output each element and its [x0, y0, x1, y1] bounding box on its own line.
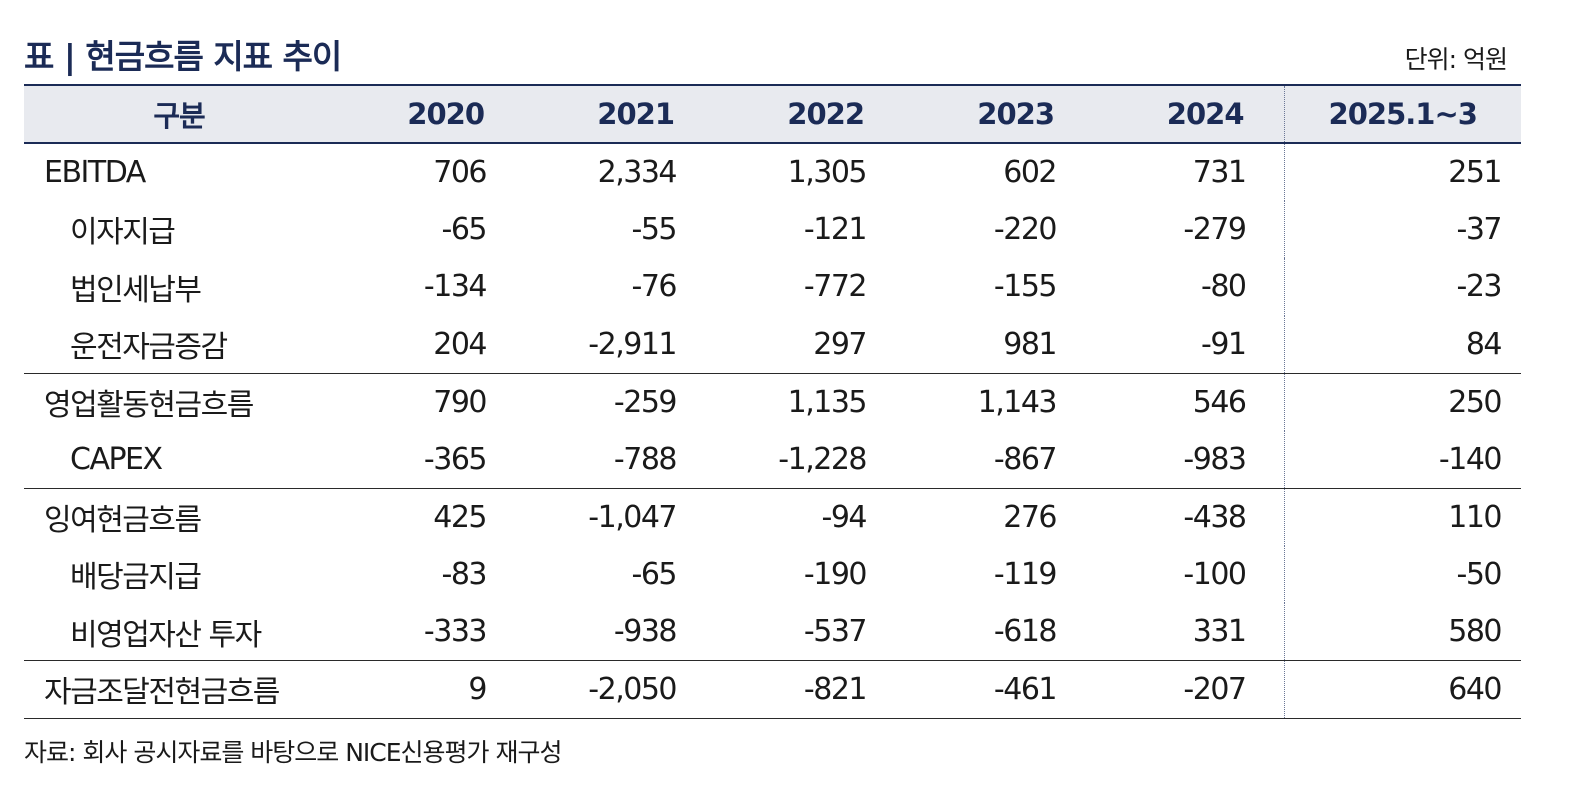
table-cell: -37: [1283, 200, 1521, 258]
row-label: EBITDA: [44, 154, 146, 190]
header-period: 2025.1~3: [1283, 84, 1521, 144]
table-cell: 731: [1192, 154, 1247, 190]
table-cell: -279: [1183, 211, 1247, 247]
table-cell: -140: [1283, 430, 1521, 489]
row-label: 잉여현금흐름: [44, 503, 202, 538]
row-label: 운전자금증감: [24, 315, 334, 374]
header-year: 2023: [904, 84, 1094, 144]
table-cell: -259: [613, 384, 678, 420]
header-year: 2024: [1094, 84, 1284, 144]
table-cell: 331: [1094, 603, 1284, 661]
table-cell: -76: [631, 269, 678, 305]
table-cell: -461: [904, 660, 1094, 719]
unit-label: 단위: 억원: [1404, 45, 1508, 74]
table-row: 영업활동현금흐름 790 -259 1,135 1,143 546 250: [24, 373, 1521, 431]
table-cell: 790: [433, 384, 487, 420]
table-cell: -938: [524, 603, 714, 661]
table-cell: -100: [1183, 556, 1247, 592]
table-cell: -80: [1201, 269, 1247, 305]
table-cell: -91: [1094, 315, 1284, 374]
table-cell: -618: [904, 603, 1094, 661]
table-cell: 9: [334, 660, 524, 719]
table-cell: 2,334: [597, 154, 678, 190]
table-cell: -119: [993, 556, 1058, 592]
table-cell: -537: [714, 603, 904, 661]
table-row: 이자지급 -65 -55 -121 -220 -279 -37: [24, 200, 1521, 258]
header-year: 2021: [524, 84, 714, 144]
table-cell: 1,143: [977, 384, 1058, 420]
table-row: CAPEX -365 -788 -1,228 -867 -983 -140: [24, 430, 1521, 489]
table-cell: -788: [524, 430, 714, 489]
table-cell: -55: [631, 211, 678, 247]
table-cell: -190: [803, 556, 868, 592]
table-cell: -83: [441, 556, 488, 592]
row-label: 자금조달전현금흐름: [24, 660, 334, 719]
cashflow-table: 구분 2020 2021 2022 2023 2024 2025.1~3 EBI…: [24, 84, 1521, 719]
table-cell: -23: [1283, 258, 1521, 316]
table-cell: -438: [1183, 499, 1247, 535]
table-row: 비영업자산 투자 -333 -938 -537 -618 331 580: [24, 603, 1521, 661]
table-cell: 276: [1003, 499, 1057, 535]
header-year: 2022: [714, 84, 904, 144]
table-cell: -94: [821, 499, 868, 535]
title-bar: 표 | 현금흐름 지표 추이 단위: 억원: [24, 30, 1521, 78]
table-cell: -121: [803, 211, 868, 247]
table-row: EBITDA 706 2,334 1,305 602 731 251: [24, 143, 1521, 201]
header-category: 구분: [24, 84, 334, 144]
row-label: CAPEX: [24, 430, 334, 489]
table-cell: 250: [1283, 373, 1521, 431]
table-cell: -2,050: [524, 660, 714, 719]
table-cell: -333: [334, 603, 524, 661]
table-cell: -365: [334, 430, 524, 489]
table-cell: 706: [433, 154, 487, 190]
table-cell: 546: [1192, 384, 1247, 420]
table-cell: 204: [334, 315, 524, 374]
table-cell: 297: [714, 315, 904, 374]
table-row: 잉여현금흐름 425 -1,047 -94 276 -438 110: [24, 488, 1521, 546]
table-cell: 640: [1283, 660, 1521, 719]
table-title: 표 | 현금흐름 지표 추이: [24, 37, 342, 76]
table-cell: -50: [1283, 545, 1521, 603]
table-row: 배당금지급 -83 -65 -190 -119 -100 -50: [24, 545, 1521, 603]
table-cell: -134: [423, 269, 488, 305]
table-cell: -983: [1094, 430, 1284, 489]
table-cell: -207: [1094, 660, 1284, 719]
table-cell: -1,047: [588, 499, 677, 535]
table-cell: -867: [904, 430, 1094, 489]
table-row: 자금조달전현금흐름 9 -2,050 -821 -461 -207 640: [24, 660, 1521, 719]
row-label: 법인세납부: [70, 272, 202, 308]
table-cell: -155: [993, 269, 1058, 305]
table-cell: -772: [803, 269, 868, 305]
table-cell: -65: [441, 211, 488, 247]
table-cell: 251: [1283, 143, 1521, 201]
table-cell: -2,911: [524, 315, 714, 374]
table-row: 법인세납부 -134 -76 -772 -155 -80 -23: [24, 258, 1521, 316]
table-cell: -821: [714, 660, 904, 719]
table-cell: 425: [433, 499, 487, 535]
table-cell: -220: [993, 211, 1058, 247]
table-cell: -65: [631, 556, 678, 592]
row-label: 배당금지급: [70, 560, 202, 596]
row-label: 이자지급: [70, 215, 176, 251]
table-cell: 110: [1283, 488, 1521, 546]
table-header-row: 구분 2020 2021 2022 2023 2024 2025.1~3: [24, 84, 1521, 144]
table-row: 운전자금증감 204 -2,911 297 981 -91 84: [24, 315, 1521, 374]
table-cell: 1,135: [787, 384, 868, 420]
table-cell: 602: [1003, 154, 1057, 190]
header-year: 2020: [334, 84, 524, 144]
source-note: 자료: 회사 공시자료를 바탕으로 NICE신용평가 재구성: [24, 738, 562, 767]
row-label: 영업활동현금흐름: [44, 388, 254, 423]
table-cell: 84: [1283, 315, 1521, 374]
row-label: 비영업자산 투자: [24, 603, 334, 661]
table-cell: -1,228: [714, 430, 904, 489]
table-cell: 981: [904, 315, 1094, 374]
table-cell: 1,305: [787, 154, 868, 190]
table-cell: 580: [1283, 603, 1521, 661]
